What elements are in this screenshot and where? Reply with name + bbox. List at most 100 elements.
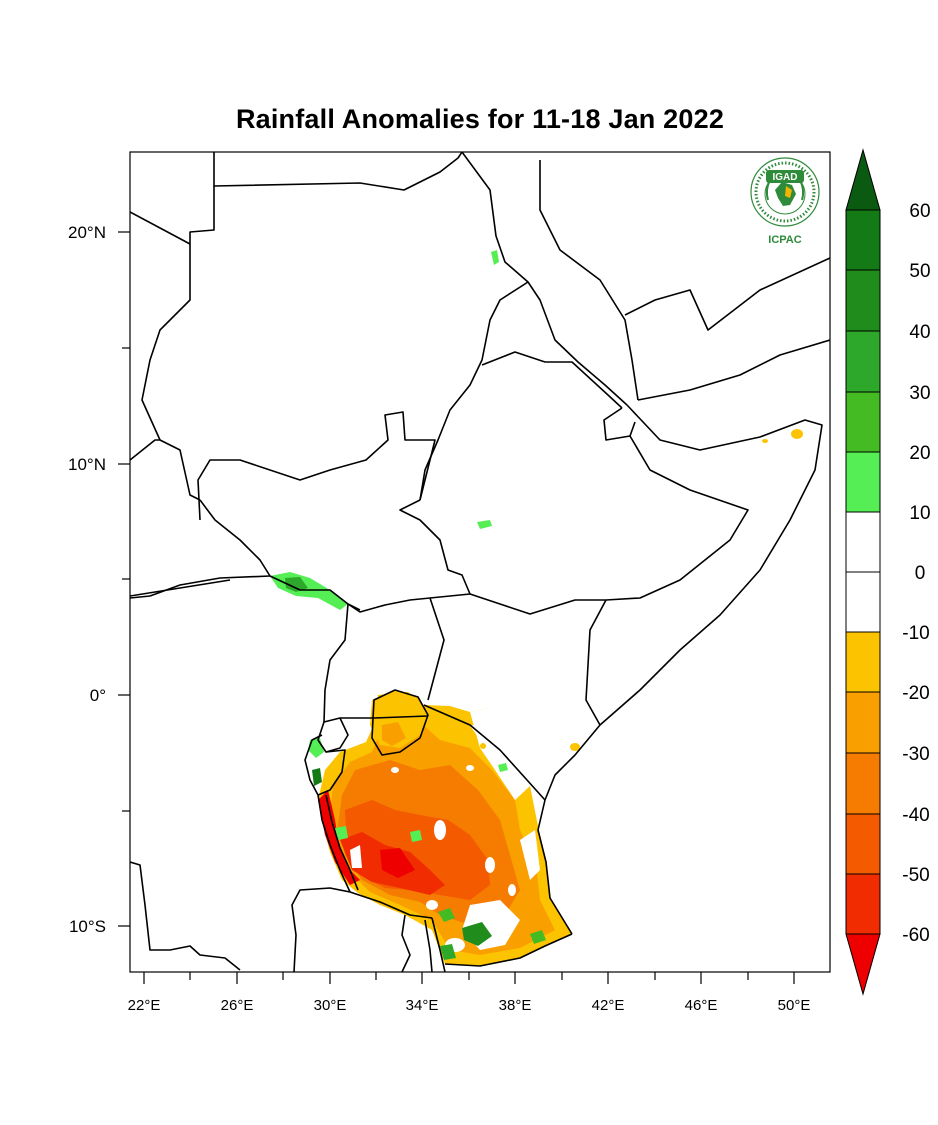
green-patch-tz-1 <box>335 826 348 840</box>
border-malawi <box>431 917 446 972</box>
colorbar-label: -20 <box>902 683 929 704</box>
border-kenya-somalia <box>585 599 607 726</box>
green-patch-south-sudan <box>270 572 348 610</box>
colorbar-label: 0 <box>915 563 926 584</box>
green-patch-tz-2 <box>462 922 492 946</box>
border-sudan-eritrea <box>419 281 529 501</box>
green-patch-tz-4 <box>440 944 456 960</box>
colorbar-labels: 60 50 40 30 20 10 0 -10 -20 -30 -40 -50 … <box>902 201 930 946</box>
colorbar-bin-m20-m10 <box>845 631 881 693</box>
lon-ticks <box>143 972 795 984</box>
anomaly-shading <box>270 250 803 966</box>
border-libya-egypt <box>213 152 463 191</box>
colorbar-bin-m10-0 <box>845 571 881 633</box>
lat-labels: 20°N 10°N 0° 10°S <box>68 223 106 936</box>
lon-label: 46°E <box>685 997 718 1014</box>
green-patch-drc <box>308 738 324 758</box>
green-patch-south-sudan-dark <box>285 577 308 592</box>
border-gulf-aden-north <box>637 339 830 401</box>
lat-label: 10°S <box>69 917 106 936</box>
anomaly-negative-scatter <box>480 429 803 751</box>
green-patch-tz-6 <box>530 930 546 944</box>
border-eritrea-ethiopia <box>481 351 623 409</box>
lake-tanganyika-east <box>325 794 359 891</box>
colorbar-label: -30 <box>902 744 929 765</box>
colorbar-top-arrow <box>845 148 881 211</box>
border-zambia-drc <box>291 887 351 972</box>
border-somalia-coast <box>544 404 823 801</box>
lon-label: 50°E <box>778 997 811 1014</box>
colorbar-bin-m30-m20 <box>845 691 881 754</box>
map-frame <box>129 151 831 973</box>
border-mozambique-tanzania <box>444 933 573 967</box>
colorbar-bin-40-50 <box>845 269 881 332</box>
colorbar-label: -60 <box>902 925 929 946</box>
lat-label: 10°N <box>68 455 106 474</box>
colorbar-label: 40 <box>909 322 930 343</box>
border-kenya-tanzania <box>423 704 546 801</box>
border-drc-west <box>304 734 323 796</box>
colorbar: 60 50 40 30 20 10 0 -10 -20 -30 -40 -50 … <box>845 148 931 996</box>
colorbar-bottom-arrow <box>845 933 881 996</box>
border-uganda-tanzania <box>340 715 429 719</box>
border-chad-sudan-north <box>141 186 215 441</box>
colorbar-label: -40 <box>902 805 929 826</box>
colorbar-bin-m50-m40 <box>845 813 881 875</box>
colorbar-bin-0-10 <box>845 511 881 573</box>
border-burundi <box>317 749 346 796</box>
border-zambia-malawi <box>401 914 411 972</box>
colorbar-bin-20-30 <box>845 391 881 453</box>
colorbar-bin-m40-m30 <box>845 752 881 815</box>
anomaly-fill-lake-orange <box>382 722 406 746</box>
country-boundaries <box>130 152 830 972</box>
border-sudan-south-sudan <box>197 411 436 521</box>
lon-label: 38°E <box>499 997 532 1014</box>
lon-label: 42°E <box>592 997 625 1014</box>
colorbar-label: -50 <box>902 865 929 886</box>
anomaly-fill-deepred-2 <box>380 848 415 878</box>
green-patch-tz-3 <box>438 908 455 922</box>
border-ethiopia-somaliland <box>605 435 749 601</box>
border-ethiopia-kenya <box>429 593 606 615</box>
map-title: Rainfall Anomalies for 11-18 Jan 2022 <box>235 104 725 134</box>
green-patch-tz-5 <box>410 830 422 842</box>
green-patch-egypt <box>491 250 499 265</box>
colorbar-label: 10 <box>909 503 930 524</box>
border-red-sea-east-coast <box>539 160 639 401</box>
border-rwanda-burundi <box>317 717 349 753</box>
lat-label: 20°N <box>68 223 106 242</box>
border-chad-west <box>130 439 160 461</box>
colorbar-bin-m60-m50 <box>845 873 881 935</box>
colorbar-bin-10-20 <box>845 451 881 513</box>
border-chad-sudan <box>159 439 201 501</box>
border-chad-car <box>130 575 271 599</box>
green-patch-drc-dark <box>312 768 322 786</box>
border-zambia-tanzania <box>349 891 433 919</box>
igad-icpac-logo: IGAD ICPAC <box>750 157 820 246</box>
colorbar-label: 30 <box>909 383 930 404</box>
border-red-sea-west-coast <box>461 152 628 406</box>
colorbar-label: -10 <box>902 623 929 644</box>
border-drc-car <box>130 579 231 597</box>
border-malawi-2 <box>424 919 433 972</box>
border-drc-uganda <box>323 603 349 723</box>
border-south-sudan-uganda <box>347 597 431 613</box>
green-patch-tz-7 <box>498 763 508 772</box>
border-car-south-sudan <box>199 499 361 611</box>
lat-ticks <box>118 231 130 927</box>
lon-label: 30°E <box>314 997 347 1014</box>
lon-label: 34°E <box>406 997 439 1014</box>
lat-label: 0° <box>90 686 106 705</box>
colorbar-bin-30-40 <box>845 330 881 393</box>
lon-labels: 22°E 26°E 30°E 34°E 38°E 42°E 46°E 50°E <box>128 997 811 1014</box>
lon-label: 22°E <box>128 997 161 1014</box>
border-drc-angola <box>130 861 241 971</box>
lake-tanganyika <box>317 794 351 893</box>
coast-tanzania <box>537 799 573 935</box>
colorbar-bin-50-60 <box>845 209 881 271</box>
border-chad-libya <box>130 211 191 245</box>
lake-victoria <box>371 689 429 756</box>
colorbar-label: 60 <box>909 201 930 222</box>
